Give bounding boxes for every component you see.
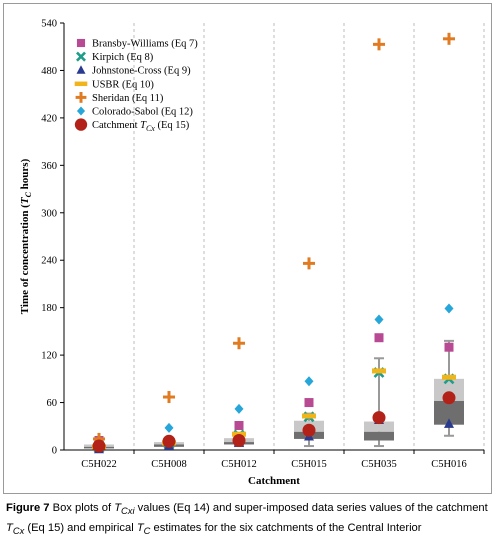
diamond-marker bbox=[234, 403, 244, 414]
legend-entry-label: Sheridan (Eq 11) bbox=[92, 93, 164, 104]
caption-sub-3: C bbox=[143, 526, 151, 537]
y-tick-label: 180 bbox=[41, 303, 57, 314]
square-marker bbox=[374, 333, 384, 343]
y-tick-label: 240 bbox=[41, 256, 57, 267]
legend-text-part: (Eq 15) bbox=[155, 120, 190, 131]
diamond-marker bbox=[164, 422, 174, 433]
box-lower-quartile bbox=[364, 431, 394, 441]
y-tick-label: 480 bbox=[41, 66, 57, 77]
x-tick-label: C5H035 bbox=[361, 459, 397, 470]
diamond-marker bbox=[444, 303, 454, 314]
figure-label: Figure 7 bbox=[6, 502, 50, 514]
y-axis-title-text: Time of concentration ( bbox=[19, 204, 31, 314]
diamond-marker bbox=[374, 314, 384, 325]
legend-x-icon bbox=[76, 51, 86, 62]
legend-diamond-icon bbox=[76, 106, 86, 116]
x-tick-label: C5H008 bbox=[151, 459, 187, 470]
y-tick-label: 60 bbox=[47, 398, 58, 409]
y-tick-label: 360 bbox=[41, 161, 57, 172]
y-tick-label: 540 bbox=[41, 19, 57, 30]
legend-entry-label: Colorado-Sabol (Eq 12) bbox=[92, 107, 193, 118]
caption-var-3: T bbox=[136, 522, 144, 535]
plus-marker bbox=[163, 391, 175, 404]
triangle-marker bbox=[444, 418, 454, 428]
y-tick-label: 300 bbox=[41, 208, 57, 219]
caption-var-2: T bbox=[6, 522, 13, 535]
square-marker bbox=[304, 398, 314, 408]
circle-marker bbox=[162, 434, 176, 448]
legend-text-sub: Cx bbox=[146, 124, 155, 133]
caption-text-2: values (Eq 14) and super-imposed data se… bbox=[134, 502, 488, 514]
legend-circle-icon bbox=[74, 118, 88, 131]
x-tick-label: C5H022 bbox=[81, 459, 117, 470]
square-marker bbox=[444, 342, 454, 352]
caption-var-1: T bbox=[114, 502, 122, 514]
dash-marker bbox=[442, 374, 456, 380]
y-tick-label: 420 bbox=[41, 113, 57, 124]
y-axis-title: Time of concentration (TC hours) bbox=[19, 158, 33, 314]
box-lower-quartile bbox=[434, 400, 464, 425]
legend-plus-icon bbox=[75, 92, 87, 103]
y-tick-label: 0 bbox=[52, 446, 57, 457]
legend-triangle-icon bbox=[76, 65, 86, 74]
legend-entry-label: Kirpich (Eq 8) bbox=[92, 52, 154, 63]
caption-text-1: Box plots of bbox=[49, 502, 115, 514]
box-plot-chart: 0 60 120 180 240 300 360 420 480 540 C5H022 C5H008 C… bbox=[19, 19, 485, 487]
circle-marker bbox=[372, 411, 386, 425]
plus-marker bbox=[373, 38, 385, 51]
y-axis-title-sub: C bbox=[24, 191, 33, 197]
y-tick-label: 120 bbox=[41, 351, 57, 362]
y-axis-title-var: T bbox=[19, 196, 31, 204]
circle-marker bbox=[92, 439, 106, 453]
legend-text-var: T bbox=[140, 120, 147, 131]
caption-sub-1: Cxi bbox=[121, 506, 135, 517]
box-upper-quartile bbox=[434, 378, 464, 401]
dash-marker bbox=[302, 413, 316, 419]
circle-marker bbox=[302, 423, 316, 437]
y-axis-title-text: hours) bbox=[19, 158, 31, 192]
box-upper-quartile bbox=[364, 421, 394, 432]
legend-square-icon bbox=[76, 38, 86, 48]
diamond-marker bbox=[304, 376, 314, 387]
caption-text-3: (Eq 15) and empirical bbox=[24, 522, 137, 535]
legend-text-part: Catchment bbox=[92, 120, 140, 131]
legend-entry-label: Johnstone-Cross (Eq 9) bbox=[92, 66, 191, 77]
legend-entry-label: Catchment TCx (Eq 15) bbox=[92, 120, 190, 133]
x-tick-label: C5H012 bbox=[221, 459, 257, 470]
x-axis-title: Catchment bbox=[248, 475, 300, 487]
circle-marker bbox=[442, 391, 456, 405]
x-marker-stroke bbox=[76, 51, 86, 62]
figure-caption: Figure 7 Box plots of TCxi values (Eq 14… bbox=[6, 500, 496, 540]
x-tick-label: C5H015 bbox=[291, 459, 327, 470]
legend-entry-label: Bransby-Williams (Eq 7) bbox=[92, 39, 198, 50]
caption-text-4: estimates for the six catchments of the … bbox=[150, 522, 422, 535]
legend-entry-label: USBR (Eq 10) bbox=[92, 79, 154, 90]
caption-sub-2: Cx bbox=[12, 526, 25, 537]
figure-frame: 0 60 120 180 240 300 360 420 480 540 C5H022 C5H008 C… bbox=[3, 3, 492, 494]
square-marker bbox=[234, 420, 244, 430]
plus-marker bbox=[443, 32, 455, 45]
circle-marker bbox=[232, 434, 246, 448]
dash-marker bbox=[372, 368, 386, 374]
plus-marker bbox=[303, 257, 315, 270]
legend-dash-icon bbox=[74, 81, 88, 87]
x-tick-label: C5H016 bbox=[431, 459, 467, 470]
plus-marker bbox=[233, 337, 245, 350]
